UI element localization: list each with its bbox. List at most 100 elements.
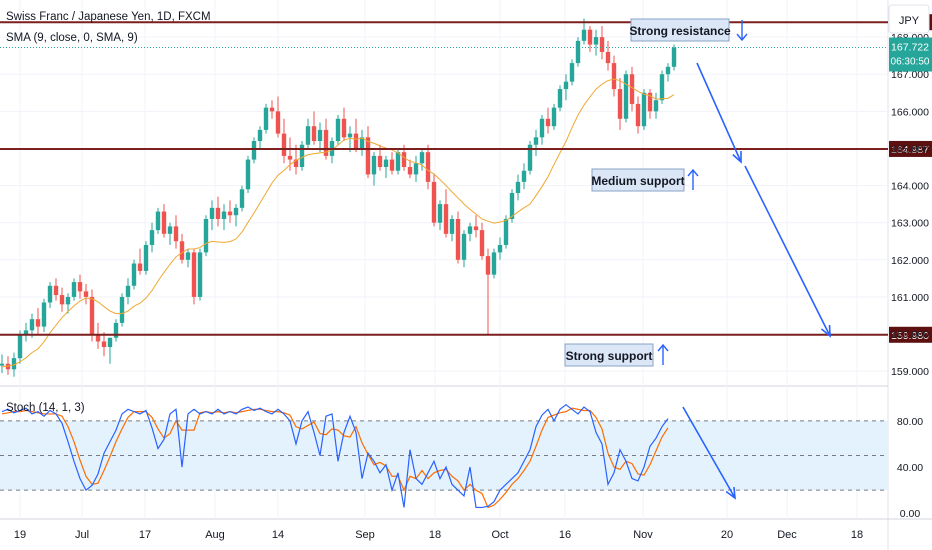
candle[interactable] <box>95 322 101 349</box>
candle[interactable] <box>449 215 455 242</box>
candle[interactable] <box>53 278 59 301</box>
candle[interactable] <box>137 248 143 275</box>
candle[interactable] <box>623 70 629 123</box>
candle[interactable] <box>335 115 341 145</box>
candle[interactable] <box>671 44 677 71</box>
candle[interactable] <box>113 319 119 342</box>
candle[interactable] <box>233 204 239 227</box>
candle[interactable] <box>383 155 389 179</box>
candle[interactable] <box>29 313 35 338</box>
medium-support-annotation[interactable]: Medium support <box>591 168 699 192</box>
stoch-indicator-label[interactable]: Stoch (14, 1, 3) <box>6 402 85 414</box>
candle[interactable] <box>419 148 425 171</box>
candle[interactable] <box>665 63 671 82</box>
candle[interactable] <box>227 200 233 223</box>
candle[interactable] <box>179 233 185 264</box>
candle[interactable] <box>59 287 65 312</box>
candle[interactable] <box>629 66 635 112</box>
candle[interactable] <box>425 144 431 190</box>
candle[interactable] <box>23 322 29 342</box>
candle[interactable] <box>143 241 149 275</box>
candle[interactable] <box>347 126 353 153</box>
candle[interactable] <box>305 118 311 149</box>
candle[interactable] <box>149 222 155 253</box>
candle[interactable] <box>515 174 521 201</box>
candle[interactable] <box>359 129 365 156</box>
candle[interactable] <box>539 115 545 145</box>
candle[interactable] <box>215 196 221 227</box>
candle[interactable] <box>491 248 497 279</box>
candle[interactable] <box>455 211 461 264</box>
strong-resistance-annotation[interactable]: Strong resistance <box>629 18 748 42</box>
candle[interactable] <box>437 200 443 231</box>
candle[interactable] <box>317 122 323 153</box>
candle[interactable] <box>365 126 371 179</box>
candle[interactable] <box>299 141 305 171</box>
candle[interactable] <box>275 96 281 138</box>
candle[interactable] <box>551 103 557 130</box>
candle[interactable] <box>77 274 83 299</box>
candle[interactable] <box>521 163 527 190</box>
candle[interactable] <box>161 204 167 238</box>
candle[interactable] <box>635 96 641 134</box>
candle[interactable] <box>125 278 131 305</box>
candle[interactable] <box>41 298 47 333</box>
candle[interactable] <box>527 141 533 175</box>
candle[interactable] <box>557 85 563 112</box>
candle[interactable] <box>569 59 575 86</box>
candle[interactable] <box>47 282 53 309</box>
candle[interactable] <box>563 74 569 101</box>
candle[interactable] <box>611 55 617 97</box>
candle[interactable] <box>0 354 5 374</box>
candle[interactable] <box>545 107 551 134</box>
candle[interactable] <box>461 230 467 268</box>
candle[interactable] <box>89 289 95 342</box>
candle[interactable] <box>65 293 71 314</box>
candle[interactable] <box>407 159 413 179</box>
sma-indicator-label[interactable]: SMA (9, close, 0, SMA, 9) <box>6 32 138 44</box>
candle[interactable] <box>605 40 611 71</box>
candle[interactable] <box>185 248 191 268</box>
candle[interactable] <box>413 155 419 182</box>
candle[interactable] <box>245 155 251 193</box>
candle[interactable] <box>107 337 113 364</box>
candle[interactable] <box>593 29 599 56</box>
stoch-pane[interactable] <box>0 403 888 509</box>
candle[interactable] <box>467 222 473 242</box>
candle[interactable] <box>647 89 653 119</box>
candle[interactable] <box>101 332 107 357</box>
candle[interactable] <box>131 259 137 290</box>
candle[interactable] <box>251 137 257 164</box>
candle[interactable] <box>497 237 503 260</box>
candle[interactable] <box>587 25 593 52</box>
candle[interactable] <box>155 207 161 234</box>
candle[interactable] <box>209 200 215 231</box>
candle[interactable] <box>281 118 287 164</box>
candle[interactable] <box>353 118 359 153</box>
candle[interactable] <box>653 92 659 119</box>
candle[interactable] <box>257 126 263 149</box>
candle[interactable] <box>371 152 377 186</box>
candle[interactable] <box>431 174 437 227</box>
candle[interactable] <box>239 185 245 212</box>
strong-support-annotation[interactable]: Strong support <box>564 343 669 367</box>
candle[interactable] <box>599 25 605 60</box>
candle[interactable] <box>119 293 125 327</box>
candle[interactable] <box>479 222 485 260</box>
annotations[interactable]: Strong resistance Medium support Strong su… <box>564 18 748 367</box>
candle[interactable] <box>35 308 41 335</box>
candle[interactable] <box>71 278 77 301</box>
candle[interactable] <box>443 189 449 238</box>
candle[interactable] <box>485 248 491 335</box>
candle[interactable] <box>197 248 203 301</box>
candle[interactable] <box>269 100 275 119</box>
candle[interactable] <box>641 89 647 130</box>
candle[interactable] <box>221 204 227 231</box>
candle[interactable] <box>203 215 209 257</box>
candle[interactable] <box>575 37 581 67</box>
candle[interactable] <box>83 283 89 305</box>
candlestick-series[interactable] <box>0 18 677 377</box>
candle[interactable] <box>509 189 515 223</box>
candle[interactable] <box>341 107 347 142</box>
